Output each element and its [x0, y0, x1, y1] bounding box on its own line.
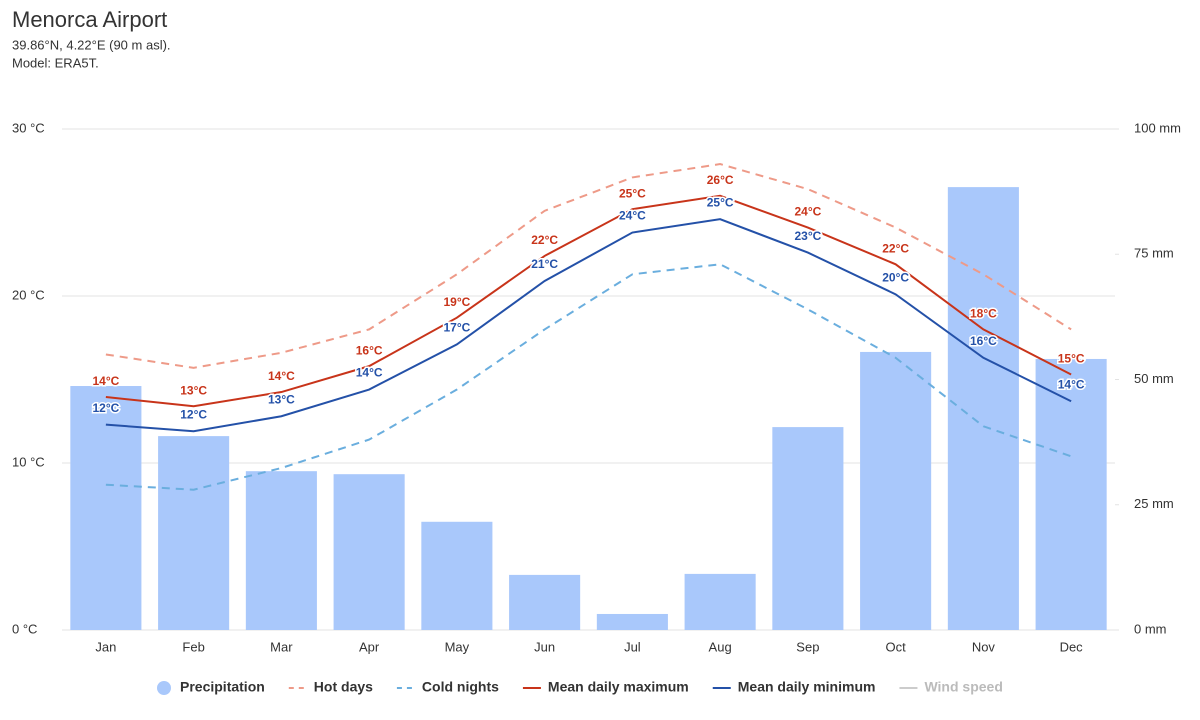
- data-label: 24°C: [794, 205, 821, 219]
- precipitation-bar: [1035, 358, 1107, 630]
- precipitation-bar: [158, 436, 230, 630]
- data-label: 22°C: [882, 241, 909, 255]
- legend-label: Mean daily maximum: [548, 679, 689, 695]
- x-tick-label: May: [445, 639, 470, 654]
- x-tick-label: Jun: [534, 639, 555, 654]
- y2-tick-label: 50 mm: [1134, 371, 1174, 386]
- precipitation-bar: [947, 187, 1019, 630]
- legend-label: Mean daily minimum: [738, 679, 876, 695]
- data-label: 14°C: [92, 374, 119, 388]
- legend-label: Cold nights: [422, 679, 499, 695]
- precipitation-bar: [860, 351, 932, 630]
- data-label: 14°C: [356, 366, 383, 380]
- data-label: 14°C: [268, 369, 295, 383]
- legend-label: Precipitation: [180, 679, 265, 695]
- x-tick-label: Jan: [95, 639, 116, 654]
- precipitation-bar: [333, 474, 405, 630]
- data-label: 25°C: [707, 195, 734, 209]
- grid: [62, 128, 1119, 631]
- x-tick-label: Jul: [624, 639, 641, 654]
- legend-marker: [157, 681, 171, 695]
- y-tick-label: 30 °C: [12, 120, 45, 135]
- legend-label: Hot days: [314, 679, 373, 695]
- x-tick-label: Mar: [270, 639, 293, 654]
- y2-tick-label: 0 mm: [1134, 621, 1167, 636]
- precipitation-bar: [684, 573, 756, 630]
- y-tick-label: 20 °C: [12, 287, 45, 302]
- chart-title: Menorca Airport: [12, 7, 167, 32]
- data-label: 25°C: [619, 186, 646, 200]
- precipitation-bar: [245, 471, 317, 630]
- data-label: 16°C: [356, 343, 383, 357]
- x-tick-label: Dec: [1060, 639, 1084, 654]
- data-label: 13°C: [268, 392, 295, 406]
- x-tick-label: Apr: [359, 639, 380, 654]
- data-label: 15°C: [1058, 352, 1085, 366]
- y-tick-label: 0 °C: [12, 621, 37, 636]
- data-label: 12°C: [180, 407, 207, 421]
- precipitation-bar: [70, 386, 142, 630]
- chart-subtitle: Model: ERA5T.: [12, 55, 99, 70]
- y2-tick-label: 100 mm: [1134, 120, 1181, 135]
- precipitation-bar: [596, 613, 668, 630]
- series-line: [105, 218, 1072, 433]
- precipitation-bar: [772, 427, 844, 630]
- data-label: 19°C: [443, 295, 470, 309]
- data-label: 18°C: [970, 307, 997, 321]
- y-tick-label: 10 °C: [12, 454, 45, 469]
- series-line: [105, 194, 1072, 408]
- y2-tick-label: 25 mm: [1134, 496, 1174, 511]
- series-line: [105, 163, 1072, 369]
- data-label: 20°C: [882, 271, 909, 285]
- data-label: 26°C: [707, 173, 734, 187]
- x-tick-label: Sep: [796, 639, 819, 654]
- y2-tick-label: 75 mm: [1134, 246, 1174, 261]
- data-label: 24°C: [619, 209, 646, 223]
- series-line: [105, 263, 1072, 491]
- precipitation-bar: [509, 574, 581, 630]
- data-label: 17°C: [443, 321, 470, 335]
- precipitation-bar: [421, 521, 493, 630]
- data-label: 13°C: [180, 383, 207, 397]
- data-label: 23°C: [794, 229, 821, 243]
- data-label: 21°C: [531, 257, 558, 271]
- x-tick-label: Feb: [182, 639, 204, 654]
- legend-label: Wind speed: [924, 679, 1002, 695]
- x-tick-label: Nov: [972, 639, 996, 654]
- data-label: 16°C: [970, 334, 997, 348]
- chart-subtitle: 39.86°N, 4.22°E (90 m asl).: [12, 37, 171, 52]
- data-label: 14°C: [1058, 377, 1085, 391]
- x-tick-label: Oct: [886, 639, 907, 654]
- x-tick-label: Aug: [709, 639, 732, 654]
- data-label: 12°C: [92, 401, 119, 415]
- data-label: 22°C: [531, 233, 558, 247]
